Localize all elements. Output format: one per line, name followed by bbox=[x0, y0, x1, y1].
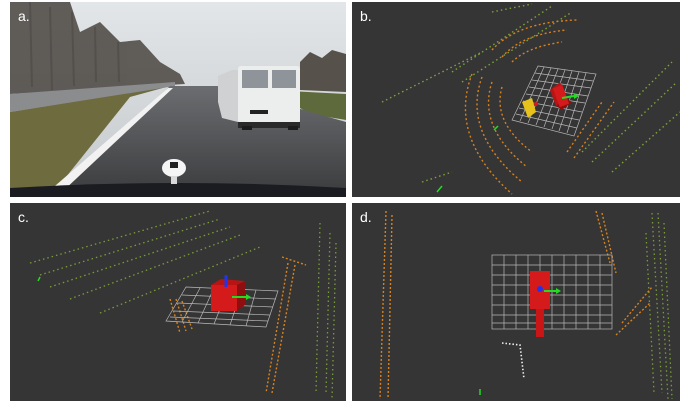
panel-label-b: b. bbox=[360, 8, 372, 24]
lidar-point-cloud-c bbox=[29, 210, 337, 400]
point-cloud-green bbox=[29, 210, 337, 400]
axis-x bbox=[561, 95, 575, 99]
point-cloud-orange bbox=[169, 256, 307, 394]
lidar-view-c-panel: c. bbox=[10, 203, 346, 401]
ego-car-hood bbox=[10, 183, 346, 197]
tree-line-right bbox=[300, 50, 346, 92]
point-cloud-orange bbox=[379, 210, 653, 400]
axis-z bbox=[537, 286, 543, 292]
vehicle-box bbox=[211, 279, 245, 311]
lidar-point-cloud-b bbox=[381, 3, 680, 195]
tree-line-left bbox=[10, 2, 185, 94]
panel-label-c: c. bbox=[18, 209, 29, 225]
grass-left bbox=[10, 86, 170, 197]
vehicle-box bbox=[530, 271, 550, 337]
point-cloud-green bbox=[381, 3, 680, 183]
lidar-view-d-panel: d. bbox=[352, 203, 680, 401]
panel-label-d: d. bbox=[360, 209, 372, 225]
guard-rail bbox=[10, 82, 175, 112]
point-cloud-white bbox=[501, 342, 525, 380]
point-cloud-green bbox=[645, 212, 673, 400]
ground-grid bbox=[491, 254, 613, 330]
vehicle-box bbox=[550, 82, 572, 110]
lidar-view-b-panel: b. bbox=[352, 2, 680, 197]
lidar-point-cloud-d bbox=[379, 210, 673, 400]
camera-view-panel: a. bbox=[10, 2, 346, 197]
van bbox=[218, 66, 300, 130]
camera-photo bbox=[10, 2, 346, 197]
point-cloud-orange-arcs bbox=[464, 19, 615, 195]
panel-label-a: a. bbox=[18, 8, 30, 24]
detected-points-yellow bbox=[522, 98, 536, 118]
lane-marking bbox=[48, 88, 173, 192]
